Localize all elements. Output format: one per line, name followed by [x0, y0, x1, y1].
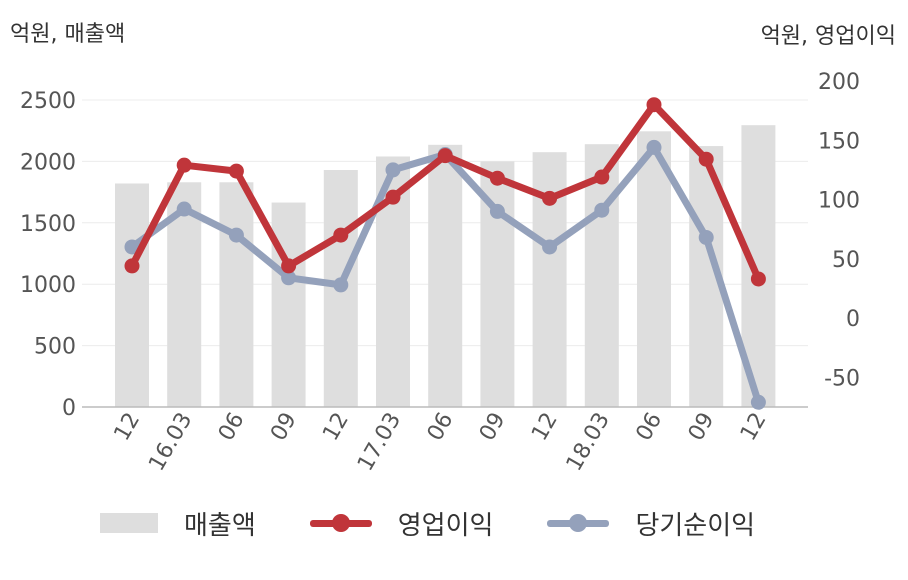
bar-sales-0 — [115, 183, 149, 407]
point-net-income-9 — [594, 202, 610, 218]
x-tick-7: 09 — [475, 409, 511, 446]
point-operating-profit-8 — [542, 190, 558, 206]
right-tick--50: -50 — [824, 366, 860, 391]
point-operating-profit-1 — [176, 157, 192, 173]
point-net-income-1 — [176, 201, 192, 217]
left-tick-1500: 1500 — [20, 212, 76, 237]
left-tick-0: 0 — [62, 396, 76, 421]
x-tick-2: 06 — [214, 409, 250, 446]
point-operating-profit-10 — [646, 97, 662, 113]
point-operating-profit-4 — [333, 227, 349, 243]
point-net-income-8 — [542, 239, 558, 255]
legend-label-operating-profit: 영업이익 — [397, 510, 494, 541]
left-tick-2500: 2500 — [20, 89, 76, 114]
bar-sales-6 — [428, 144, 463, 407]
bar-sales-2 — [219, 182, 254, 407]
legend-swatch-net-income — [547, 513, 610, 533]
point-net-income-0 — [124, 239, 140, 255]
x-tick-4: 12 — [318, 409, 354, 446]
left-axis-ticks: 0 500 1000 1500 2000 2500 — [20, 89, 76, 421]
point-operating-profit-2 — [228, 163, 244, 179]
bar-sales-10 — [637, 131, 671, 407]
right-axis-ticks: -50 0 50 100 150 200 — [818, 70, 860, 391]
point-net-income-3 — [281, 270, 297, 286]
point-operating-profit-9 — [594, 169, 610, 185]
legend-item-net-income: 당기순이익 — [547, 505, 755, 542]
x-tick-8: 12 — [527, 409, 563, 446]
right-axis-unit-label: 억원, 영업이익 — [760, 24, 896, 49]
point-operating-profit-6 — [437, 148, 453, 164]
point-net-income-12 — [750, 394, 766, 410]
x-tick-9: 18.03 — [562, 409, 615, 476]
point-operating-profit-3 — [281, 258, 297, 274]
point-operating-profit-0 — [124, 258, 140, 274]
left-tick-500: 500 — [34, 335, 76, 360]
legend: 매출액 영업이익 당기순이익 — [100, 500, 820, 546]
line-series — [124, 97, 766, 410]
x-tick-6: 06 — [423, 409, 459, 446]
legend-swatch-sales — [100, 513, 158, 533]
right-tick-50: 50 — [832, 248, 860, 273]
left-tick-1000: 1000 — [20, 273, 76, 298]
point-net-income-5 — [385, 162, 401, 178]
right-tick-0: 0 — [846, 307, 860, 332]
point-operating-profit-12 — [750, 271, 766, 287]
point-operating-profit-7 — [489, 170, 505, 186]
point-net-income-4 — [333, 277, 349, 293]
x-tick-3: 09 — [266, 409, 302, 446]
right-tick-200: 200 — [818, 70, 860, 95]
legend-label-net-income: 당기순이익 — [635, 510, 756, 541]
point-operating-profit-11 — [698, 151, 714, 167]
bar-sales-3 — [271, 202, 306, 407]
legend-item-sales: 매출액 — [100, 505, 256, 542]
point-net-income-2 — [228, 227, 244, 243]
x-tick-0: 12 — [110, 409, 146, 446]
legend-swatch-operating-profit — [309, 513, 372, 533]
right-tick-150: 150 — [818, 129, 860, 154]
x-tick-1: 16.03 — [144, 409, 197, 476]
right-tick-100: 100 — [818, 189, 860, 214]
point-net-income-11 — [698, 229, 714, 245]
left-tick-2000: 2000 — [20, 150, 76, 175]
point-operating-profit-5 — [385, 189, 401, 205]
x-tick-12: 12 — [736, 409, 772, 446]
point-net-income-10 — [646, 139, 662, 155]
legend-label-sales: 매출액 — [184, 510, 256, 541]
x-tick-5: 17.03 — [353, 409, 406, 476]
point-net-income-7 — [489, 203, 505, 219]
x-axis-ticks: 12 16.03 06 09 12 17.03 06 09 12 18.03 06 09 12 — [110, 409, 772, 476]
left-axis-unit-label: 억원, 매출액 — [10, 22, 126, 47]
x-tick-11: 09 — [684, 409, 720, 446]
legend-item-operating-profit: 영업이익 — [309, 505, 494, 542]
x-tick-10: 06 — [632, 409, 668, 446]
bar-sales-9 — [584, 144, 619, 407]
